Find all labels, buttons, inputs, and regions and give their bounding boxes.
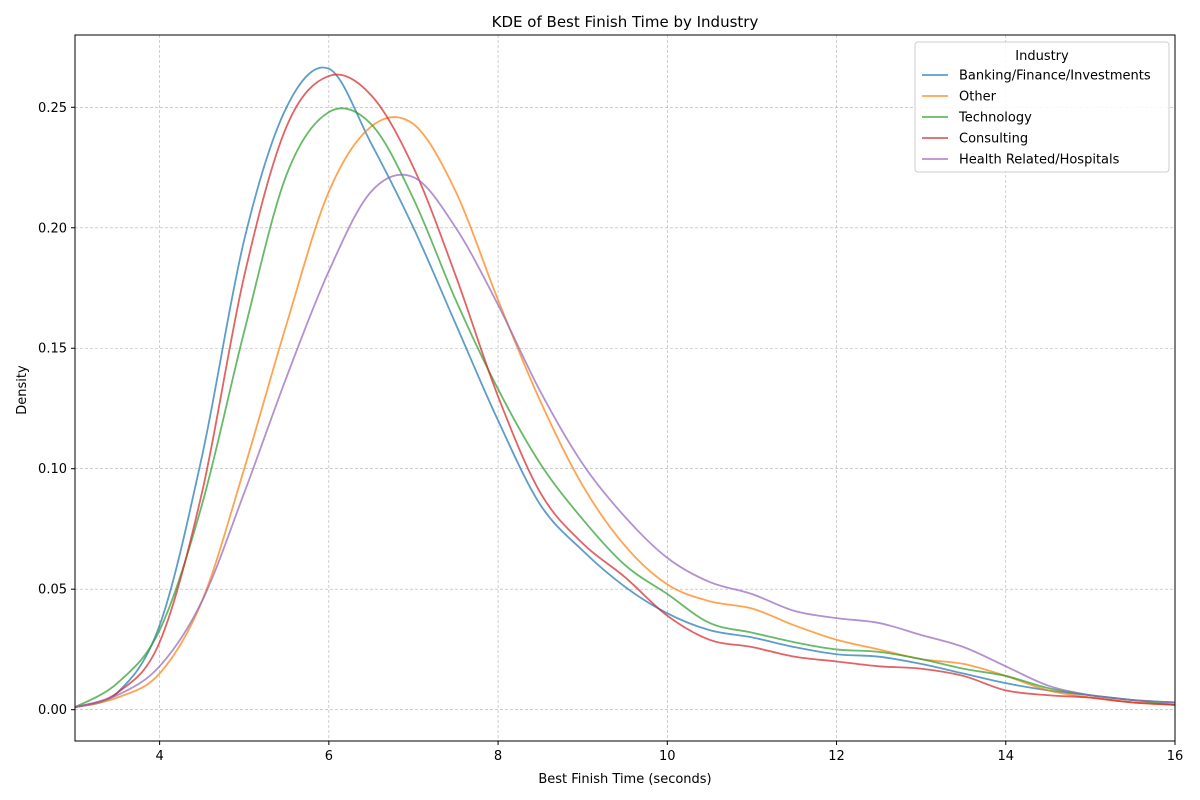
y-tick-label: 0.15	[38, 342, 67, 357]
legend-title: Industry	[1015, 49, 1069, 64]
y-tick-label: 0.00	[38, 703, 67, 718]
x-tick-label: 10	[659, 749, 676, 764]
legend-items: Banking/Finance/Investments Other Technolo…	[922, 69, 1151, 168]
plot-frame	[74, 34, 1176, 742]
y-tick-label: 0.10	[38, 462, 67, 477]
y-tick-label: 0.25	[38, 101, 67, 116]
legend-item-health-related-hospitals: Health Related/Hospitals	[922, 153, 1120, 168]
y-tick-label: 0.05	[38, 583, 67, 598]
series-line-technology	[74, 107, 1176, 709]
legend-item-banking-finance-investments: Banking/Finance/Investments	[922, 69, 1151, 84]
x-tick-label: 8	[494, 749, 502, 764]
series-lines	[74, 66, 1176, 709]
axis-ticks: 4 6 8 10 12 14 16 0.00 0.05 0.10 0.15 0.20 0.25	[38, 101, 1183, 764]
y-axis-label: Density	[15, 365, 30, 415]
legend-label: Technology	[958, 111, 1032, 126]
x-tick-label: 6	[325, 749, 333, 764]
x-tick-label: 4	[155, 749, 163, 764]
x-tick-label: 14	[997, 749, 1014, 764]
y-tick-label: 0.20	[38, 221, 67, 236]
series-line-health-related-hospitals	[74, 173, 1176, 709]
legend-item-other: Other	[922, 90, 997, 105]
series-line-other	[74, 116, 1176, 709]
series-line-banking-finance-investments	[74, 66, 1176, 709]
chart-title: KDE of Best Finish Time by Industry	[492, 13, 759, 31]
legend-label: Other	[959, 90, 997, 105]
x-axis-label: Best Finish Time (seconds)	[538, 772, 711, 787]
legend-item-technology: Technology	[922, 111, 1032, 126]
legend-item-consulting: Consulting	[922, 132, 1028, 147]
legend-label: Banking/Finance/Investments	[959, 69, 1151, 84]
x-tick-label: 16	[1167, 749, 1184, 764]
x-tick-label: 12	[828, 749, 845, 764]
legend-label: Health Related/Hospitals	[959, 153, 1120, 168]
legend-label: Consulting	[959, 132, 1028, 147]
series-line-consulting	[74, 73, 1176, 709]
legend: Industry Banking/Finance/Investments Othe…	[914, 41, 1170, 173]
legend-box	[914, 41, 1170, 173]
